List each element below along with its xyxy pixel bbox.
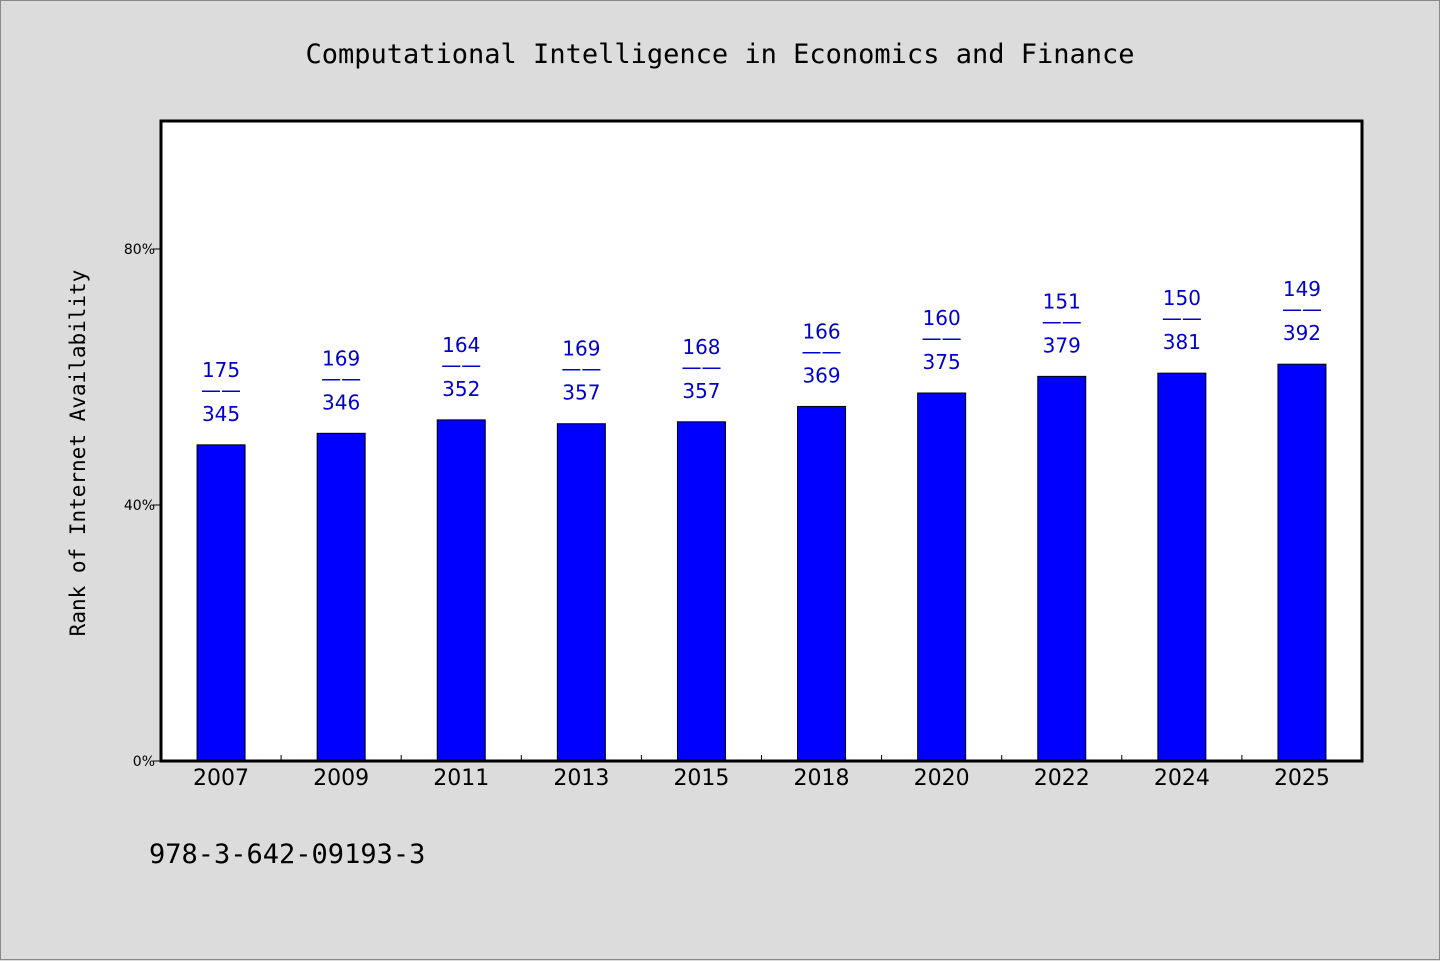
data-label-separator-2009: —— — [321, 366, 361, 390]
x-tick-label-2022: 2022 — [1034, 766, 1090, 791]
x-tick-label-2025: 2025 — [1274, 766, 1330, 791]
data-label-separator-2018: —— — [802, 339, 842, 363]
data-label-separator-2013: —— — [561, 357, 601, 381]
data-label-bottom-2018: 369 — [802, 363, 840, 387]
x-tick-label-2015: 2015 — [673, 766, 729, 791]
data-label-bottom-2009: 346 — [322, 390, 360, 414]
data-label-top-2018: 166 — [802, 319, 840, 343]
y-axis-label: Rank of Internet Availability — [66, 270, 90, 637]
bar-2013 — [556, 423, 606, 762]
chart-title: Computational Intelligence in Economics … — [305, 39, 1134, 70]
y-tick-label-80%: 80% — [124, 242, 155, 258]
data-label-top-2013: 169 — [562, 337, 600, 361]
x-tick-label-2020: 2020 — [914, 766, 970, 791]
data-label-bottom-2020: 375 — [923, 350, 961, 374]
bar-2020 — [917, 392, 967, 762]
data-label-separator-2022: —— — [1042, 309, 1082, 333]
data-label-bottom-2011: 352 — [442, 377, 480, 401]
data-label-bottom-2024: 381 — [1163, 330, 1201, 354]
bar-2007 — [196, 444, 246, 762]
x-tick-label-2018: 2018 — [794, 766, 850, 791]
data-label-top-2022: 151 — [1043, 289, 1081, 313]
bars-layer — [196, 363, 1327, 762]
data-label-top-2009: 169 — [322, 346, 360, 370]
data-label-top-2011: 164 — [442, 333, 480, 357]
y-axis-ticks: 0% 40% 80% — [124, 242, 161, 770]
data-label-bottom-2013: 357 — [562, 381, 600, 405]
data-label-separator-2024: —— — [1162, 306, 1202, 330]
y-tick-label-0%: 0% — [133, 754, 155, 770]
data-label-bottom-2015: 357 — [682, 379, 720, 403]
data-label-bottom-2022: 379 — [1043, 333, 1081, 357]
data-label-top-2007: 175 — [202, 358, 240, 382]
bar-2015 — [676, 421, 726, 762]
bar-2024 — [1157, 372, 1207, 762]
data-label-separator-2015: —— — [681, 355, 721, 379]
x-tick-label-2011: 2011 — [433, 766, 489, 791]
y-tick-label-40%: 40% — [124, 498, 155, 514]
data-label-separator-2020: —— — [922, 326, 962, 350]
x-axis-ticks: 2007 2009 2011 2013 2015 2018 2020 2022 2024 2025 — [193, 755, 1330, 791]
data-label-separator-2007: —— — [201, 378, 241, 402]
data-label-top-2020: 160 — [923, 306, 961, 330]
bar-2025 — [1277, 363, 1327, 762]
data-label-bottom-2007: 345 — [202, 402, 240, 426]
x-tick-label-2007: 2007 — [193, 766, 249, 791]
x-tick-label-2024: 2024 — [1154, 766, 1210, 791]
data-label-separator-2025: —— — [1282, 297, 1322, 321]
bar-2011 — [436, 419, 486, 762]
isbn-footnote: 978-3-642-09193-3 — [149, 839, 425, 870]
bar-2009 — [316, 432, 366, 762]
data-label-top-2024: 150 — [1163, 286, 1201, 310]
data-labels-layer: 175——345169——346164——352169——357168——357… — [201, 277, 1322, 426]
data-label-top-2025: 149 — [1283, 277, 1321, 301]
x-tick-label-2009: 2009 — [313, 766, 369, 791]
bar-2022 — [1037, 375, 1087, 762]
bar-2018 — [797, 405, 847, 762]
x-tick-label-2013: 2013 — [553, 766, 609, 791]
data-label-top-2015: 168 — [682, 335, 720, 359]
data-label-bottom-2025: 392 — [1283, 321, 1321, 345]
data-label-separator-2011: —— — [441, 353, 481, 377]
